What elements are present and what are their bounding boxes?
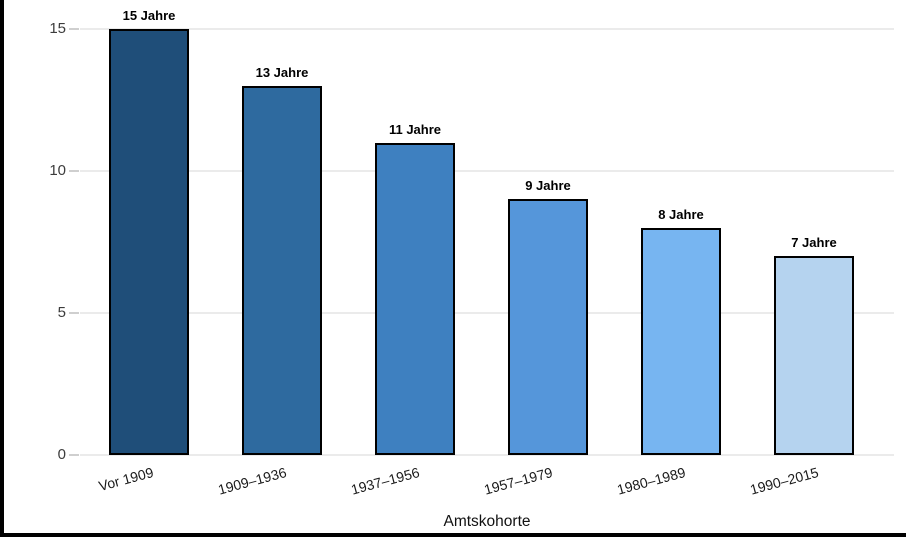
y-tick-label: 15 xyxy=(49,20,66,37)
y-gridline xyxy=(80,454,894,456)
bar-value-label: 9 Jahre xyxy=(525,178,571,194)
bar-5 xyxy=(641,227,721,455)
y-tick-label: 0 xyxy=(57,446,66,463)
bar-value-label: 7 Jahre xyxy=(791,235,837,251)
y-gridline xyxy=(80,170,894,172)
x-axis-title: Amtskohorte xyxy=(443,513,531,530)
y-tick-mark xyxy=(69,312,79,314)
bar-value-label: 15 Jahre xyxy=(122,8,176,23)
y-gridline xyxy=(80,312,894,314)
bar-1 xyxy=(109,29,189,455)
window-frame-bottom-border xyxy=(0,533,906,537)
bar-value-label: 13 Jahre xyxy=(255,64,309,80)
window-frame-left-border xyxy=(0,0,4,537)
bar-3 xyxy=(375,142,455,455)
y-tick-mark xyxy=(69,454,79,456)
y-gridline xyxy=(80,28,894,30)
bar-value-label: 8 Jahre xyxy=(658,206,704,222)
bar-4 xyxy=(508,199,588,455)
y-tick-label: 10 xyxy=(49,162,66,179)
y-tick-label: 5 xyxy=(57,304,66,321)
bar-value-label: 11 Jahre xyxy=(388,121,442,137)
y-tick-mark xyxy=(69,170,79,172)
y-tick-mark xyxy=(69,28,79,30)
bar-6 xyxy=(774,256,854,455)
bar-2 xyxy=(242,85,322,455)
